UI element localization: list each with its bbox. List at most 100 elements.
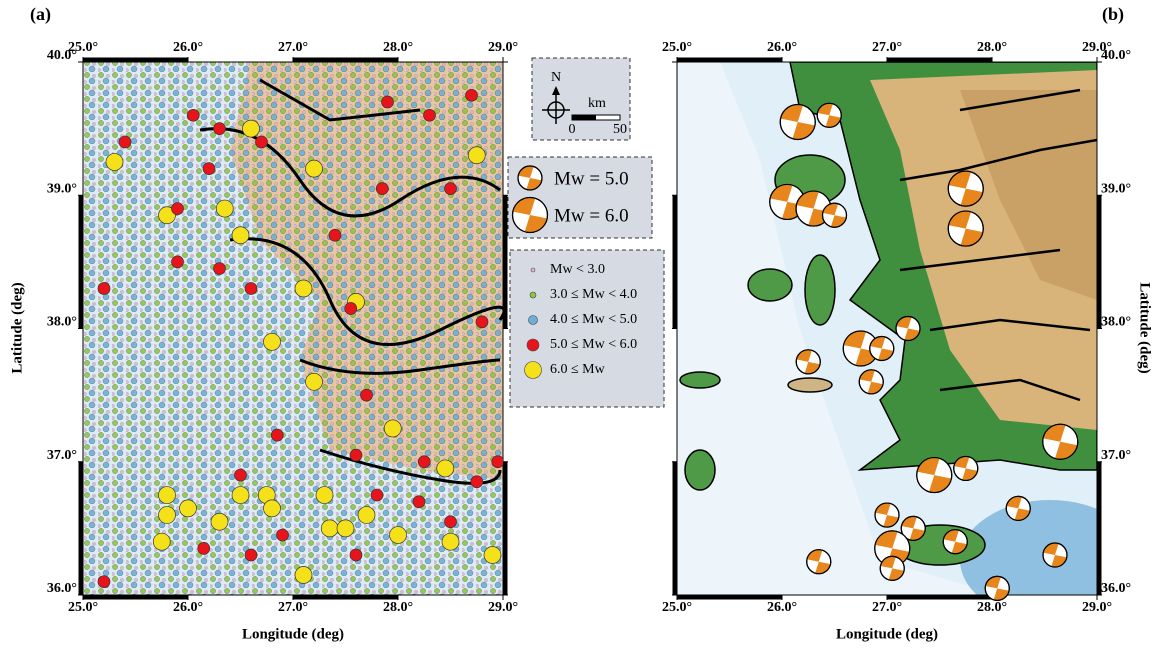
legend-label: 4.0 ≤ Mw < 5.0 bbox=[550, 312, 637, 327]
focal-mechanism bbox=[780, 104, 815, 139]
earthquake bbox=[98, 283, 110, 295]
earthquake bbox=[350, 449, 362, 461]
mechanism-legend-label: Mw = 5.0 bbox=[554, 168, 629, 189]
earthquake bbox=[159, 487, 176, 504]
earthquake bbox=[476, 316, 488, 328]
x-tick-label: 25.0° bbox=[68, 600, 98, 615]
focal-mechanism bbox=[870, 336, 894, 360]
earthquake bbox=[106, 153, 123, 170]
earthquake bbox=[384, 420, 401, 437]
earthquake bbox=[484, 547, 501, 564]
x-tick-label: 27.0° bbox=[872, 40, 902, 55]
earthquake bbox=[232, 487, 249, 504]
legend-symbol bbox=[531, 268, 535, 272]
focal-mechanism bbox=[796, 350, 820, 374]
figure: N km (a) (b) Longitude (deg) Longitude (… bbox=[0, 0, 1159, 651]
earthquake bbox=[376, 183, 388, 195]
y-tick-label: 40.0° bbox=[1101, 48, 1131, 63]
legend-symbol bbox=[530, 292, 536, 298]
x-tick-label: 27.0° bbox=[278, 600, 308, 615]
x-axis-label: Longitude (deg) bbox=[242, 626, 344, 642]
earthquake bbox=[214, 123, 226, 135]
earthquake bbox=[471, 476, 483, 488]
focal-mechanism bbox=[859, 370, 883, 394]
x-tick-label: 29.0° bbox=[1082, 600, 1112, 615]
earthquake bbox=[277, 529, 289, 541]
focal-mechanism bbox=[917, 458, 952, 493]
earthquake bbox=[445, 183, 457, 195]
earthquake bbox=[214, 263, 226, 275]
earthquake bbox=[337, 520, 354, 537]
earthquake bbox=[245, 549, 257, 561]
earthquake bbox=[98, 576, 110, 588]
earthquake bbox=[153, 533, 170, 550]
focal-mechanism bbox=[1043, 424, 1078, 459]
earthquake bbox=[187, 109, 199, 121]
x-tick-label: 26.0° bbox=[173, 40, 203, 55]
x-tick-label: 28.0° bbox=[977, 40, 1007, 55]
y-axis-label: Latitude (deg) bbox=[9, 282, 25, 373]
earthquake bbox=[232, 227, 249, 244]
panel-label: (a) bbox=[30, 4, 51, 25]
scale-label: 50 bbox=[613, 122, 627, 137]
legend-symbol bbox=[527, 339, 539, 351]
earthquake bbox=[316, 487, 333, 504]
x-tick-label: 29.0° bbox=[488, 40, 518, 55]
focal-mechanism bbox=[948, 171, 983, 206]
x-tick-label: 26.0° bbox=[767, 40, 797, 55]
earthquake bbox=[211, 513, 228, 530]
focal-mechanism bbox=[985, 576, 1009, 600]
x-tick-label: 27.0° bbox=[278, 40, 308, 55]
earthquake bbox=[295, 280, 312, 297]
earthquake bbox=[437, 460, 454, 477]
legend-symbol bbox=[529, 316, 538, 325]
focal-mechanism bbox=[875, 503, 899, 527]
earthquake bbox=[390, 527, 407, 544]
earthquake bbox=[329, 229, 341, 241]
earthquake bbox=[198, 542, 210, 554]
earthquake bbox=[245, 283, 257, 295]
legend-label: Mw < 3.0 bbox=[550, 262, 605, 277]
focal-mechanism bbox=[880, 556, 904, 580]
earthquake bbox=[418, 456, 430, 468]
mechanism-legend-label: Mw = 6.0 bbox=[554, 205, 629, 226]
earthquake bbox=[216, 200, 233, 217]
y-tick-label: 38.0° bbox=[47, 315, 77, 330]
earthquake bbox=[295, 567, 312, 584]
earthquake bbox=[271, 429, 283, 441]
scale-label: 0 bbox=[569, 122, 576, 137]
earthquake bbox=[350, 549, 362, 561]
focal-mechanism bbox=[896, 316, 920, 340]
earthquake bbox=[361, 389, 373, 401]
north-label: N bbox=[551, 70, 561, 85]
focal-mechanism bbox=[823, 203, 847, 227]
earthquake bbox=[345, 303, 357, 315]
earthquake bbox=[358, 507, 375, 524]
earthquake bbox=[243, 120, 260, 137]
x-tick-label: 28.0° bbox=[383, 600, 413, 615]
map-a-background bbox=[83, 62, 504, 595]
earthquake bbox=[159, 507, 176, 524]
earthquake bbox=[256, 136, 268, 148]
focal-mechanism bbox=[948, 211, 983, 246]
focal-mechanism bbox=[1043, 543, 1067, 567]
focal-mechanism bbox=[954, 456, 978, 480]
focal-mechanism bbox=[518, 166, 542, 190]
y-tick-label: 40.0° bbox=[47, 48, 77, 63]
x-tick-label: 28.0° bbox=[383, 40, 413, 55]
y-tick-label: 36.0° bbox=[1101, 581, 1131, 596]
earthquake bbox=[119, 136, 131, 148]
earthquake bbox=[264, 500, 281, 517]
x-tick-label: 25.0° bbox=[662, 40, 692, 55]
focal-mechanism bbox=[943, 530, 967, 554]
x-tick-label: 26.0° bbox=[767, 600, 797, 615]
legend-symbol bbox=[525, 362, 542, 379]
earthquake bbox=[180, 500, 197, 517]
earthquake bbox=[382, 96, 394, 108]
earthquake bbox=[172, 203, 184, 215]
earthquake bbox=[321, 520, 338, 537]
earthquake bbox=[203, 163, 215, 175]
panel-label: (b) bbox=[1102, 4, 1124, 25]
y-tick-label: 39.0° bbox=[1101, 181, 1131, 196]
earthquake bbox=[371, 489, 383, 501]
